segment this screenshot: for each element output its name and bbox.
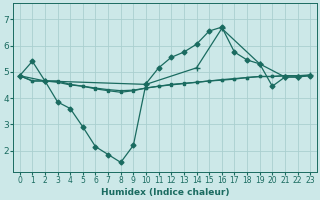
X-axis label: Humidex (Indice chaleur): Humidex (Indice chaleur) — [101, 188, 229, 197]
